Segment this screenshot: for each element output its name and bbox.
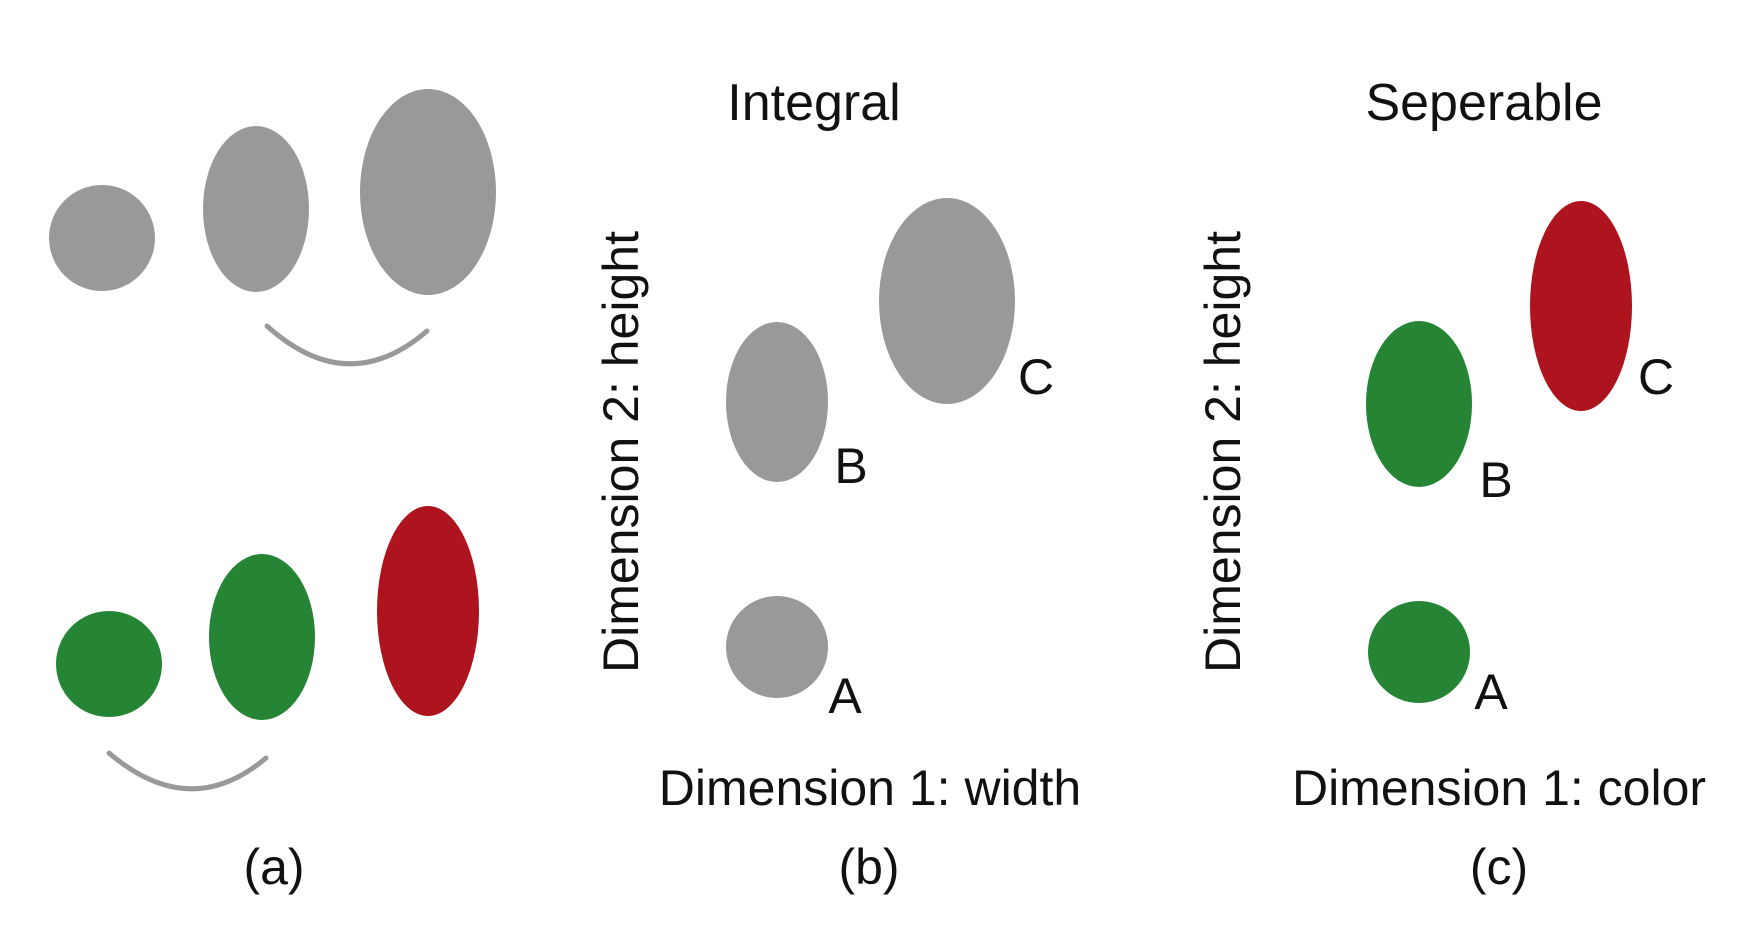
panel-a-gray-ellipse-medium <box>203 126 309 292</box>
panel-b-point-b-shape <box>726 322 828 482</box>
panel-c-caption: (c) <box>1470 839 1528 895</box>
panel-c-point-c-shape <box>1530 201 1632 411</box>
panel-b-point-c-label: C <box>1018 349 1054 405</box>
panel-a-bottom-grouping-arc <box>106 750 269 792</box>
panel-c-point-a-shape <box>1368 601 1470 703</box>
panel-a-red-ellipse <box>377 506 479 716</box>
panel-b-point-a-shape <box>726 596 828 698</box>
panel-c-y-axis-label: Dimension 2: height <box>1195 231 1251 673</box>
panel-a-green-circle <box>56 611 162 717</box>
panel-a-caption: (a) <box>243 839 304 895</box>
panel-a-top-grouping-arc <box>264 323 430 367</box>
panel-b-x-axis-label: Dimension 1: width <box>659 760 1081 816</box>
panel-b-point-c-shape <box>879 198 1015 404</box>
panel-a-gray-ellipse-large <box>360 89 496 295</box>
panel-c: Seperable Dimension 2: height B C A Dime… <box>1195 74 1706 895</box>
panel-c-point-b-shape <box>1366 321 1472 487</box>
panel-b-point-b-label: B <box>834 438 867 494</box>
panel-c-title: Seperable <box>1365 74 1602 132</box>
panel-c-point-a-label: A <box>1474 664 1508 720</box>
panel-b-title: Integral <box>727 74 900 132</box>
panel-a: (a) <box>49 89 496 895</box>
panel-b-caption: (b) <box>838 839 899 895</box>
panel-b: Integral Dimension 2: height B C A Dimen… <box>593 74 1081 895</box>
panel-c-point-b-label: B <box>1479 452 1512 508</box>
panel-a-gray-circle <box>49 185 155 291</box>
panel-b-point-a-label: A <box>828 668 862 724</box>
panel-b-y-axis-label: Dimension 2: height <box>593 231 649 673</box>
panel-c-x-axis-label: Dimension 1: color <box>1292 760 1706 816</box>
panel-c-point-c-label: C <box>1638 349 1674 405</box>
panel-a-green-ellipse <box>209 554 315 720</box>
